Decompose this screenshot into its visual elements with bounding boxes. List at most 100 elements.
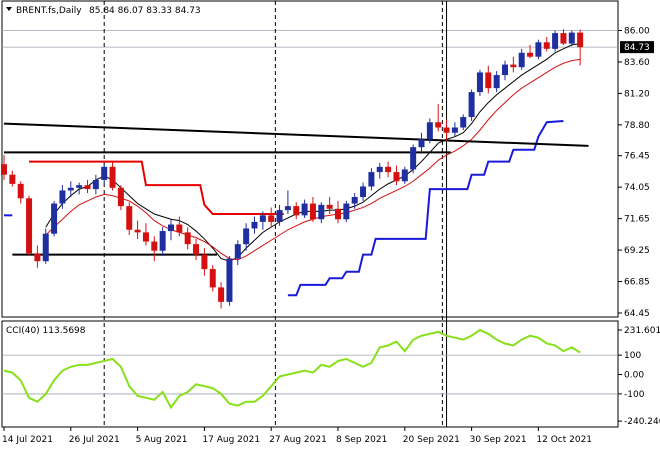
candle-body [17,183,24,199]
candle-body [201,254,208,270]
candle-body [117,187,124,207]
candle-body [343,203,350,220]
cci-levels [2,354,618,395]
candle-body [552,33,559,49]
chart-title: BRENT.fs,Daily 85.84 86.07 83.33 84.73 [6,6,201,16]
symbol-title: BRENT.fs,Daily [16,6,82,16]
candle-body [401,169,408,182]
candle-body [243,228,250,245]
candle-body [577,32,584,48]
candle-body [426,122,433,140]
x-tick-label: 20 Sep 2021 [403,435,460,445]
candle-body [309,203,316,220]
cci-line [3,328,581,410]
candle-body [209,269,216,288]
candle-body [51,203,58,234]
candle-body [284,206,291,211]
candle-body [109,166,116,188]
candle-body [410,147,417,170]
candle-body [443,127,450,133]
candle-body [560,33,567,44]
x-axis: 14 Jul 2021 26 Jul 2021 5 Aug 2021 17 Aug 2… [2,427,592,445]
x-tick-label: 14 Jul 2021 [2,435,53,445]
candle-body [493,75,500,89]
candle-body [351,196,358,204]
candle-body [318,204,325,220]
candle-body [510,64,517,68]
candle-body [301,203,308,216]
candle-body [251,221,258,229]
candle-body [368,172,375,187]
candle-body [84,185,91,190]
y-tick-label: 86.00 [624,26,650,36]
candle-body [151,241,158,251]
candle-body [26,198,33,254]
candle-body [543,42,550,49]
candle-body [184,232,191,245]
cci-title: CCI(40) 113.5698 [6,326,86,336]
candle-body [159,231,166,251]
candle-body [476,72,483,93]
y-tick-label: 71.65 [624,215,650,225]
candle-body [101,166,108,180]
x-tick-label: 12 Oct 2021 [536,435,592,445]
candle-body [535,42,542,57]
candle-body [168,224,174,232]
y-tick-label: 69.25 [624,246,650,256]
candle-body [9,174,16,184]
x-tick-label: 5 Aug 2021 [136,435,188,445]
candle-body [276,210,283,222]
candle-body [134,229,141,233]
x-tick-label: 8 Sep 2021 [336,435,387,445]
candle-body [1,164,7,175]
candle-body [218,287,225,302]
price-y-axis: 86.00 83.60 81.20 78.80 76.45 74.05 71.65 69.25… [618,26,650,319]
ohlc-readout: 85.84 86.07 83.33 84.73 [89,6,201,16]
candlesticks [1,29,584,309]
cci-tick-label: 0.00 [624,371,644,381]
candle-body [518,52,525,68]
candle-body [385,166,392,173]
cci-y-axis: 231.601 100 0.00 -100 -240.240 [618,326,660,427]
candle-body [460,117,467,128]
y-tick-label: 74.05 [624,183,650,193]
y-tick-label: 64.45 [624,309,650,319]
horizontal-line [3,122,589,147]
candle-body [268,215,275,222]
price-pane-frame [1,0,619,318]
candle-body [376,166,383,173]
candle-body [326,204,333,209]
cci-pane-frame [1,320,619,428]
candle-body [468,92,475,118]
y-tick-label: 76.45 [624,152,650,162]
x-tick-label: 17 Aug 2021 [202,435,260,445]
cci-series [3,328,581,410]
x-tick-label: 30 Sep 2021 [470,435,527,445]
candle-body [360,186,367,197]
cci-tick-label: -100 [624,390,645,400]
candle-body [59,190,66,204]
candle-body [435,122,442,128]
candle-body [234,244,241,259]
candle-body [34,253,41,262]
candle-body [485,72,492,89]
current-price-tag: 84.73 [620,41,654,54]
support-line [287,119,564,297]
chevron-down-icon[interactable] [6,7,12,11]
current-price-label: 84.73 [624,43,650,53]
cci-tick-label: -240.240 [624,417,660,427]
y-tick-label: 66.85 [624,278,650,288]
candle-body [142,232,149,242]
candle-body [76,185,83,188]
candle-body [335,208,341,220]
candle-body [451,127,458,133]
resistance-line [29,160,284,216]
candle-body [418,139,425,148]
y-tick-label: 81.20 [624,89,650,99]
candle-body [293,206,300,216]
x-tick-label: 26 Jul 2021 [69,435,120,445]
candle-body [226,258,233,302]
candle-body [527,52,534,57]
